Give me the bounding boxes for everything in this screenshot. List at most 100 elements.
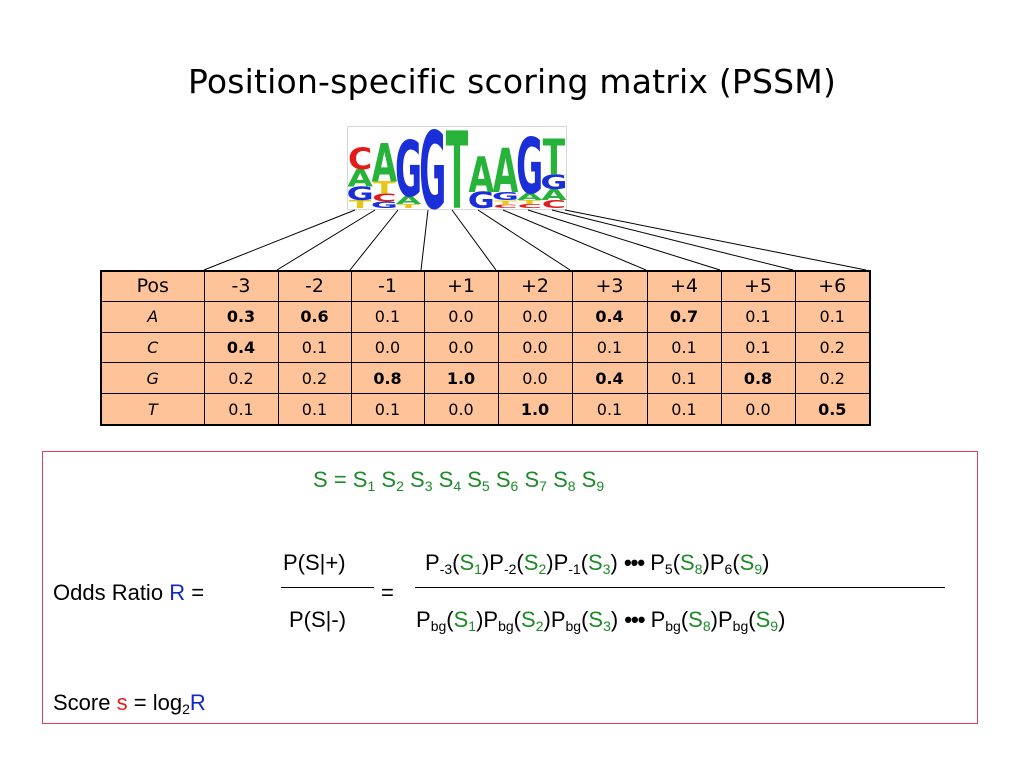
table-row: C 0.4 0.1 0.0 0.0 0.0 0.1 0.1 0.1 0.2 <box>100 331 871 364</box>
sequence-index: 3 <box>603 618 611 634</box>
probability-cell: 0.2 <box>277 362 352 395</box>
paren: ( <box>516 550 524 575</box>
connector-line <box>451 209 497 271</box>
position-index: 3 <box>424 478 433 494</box>
sequence-index: 8 <box>694 561 703 577</box>
position-symbol: S <box>553 467 568 492</box>
probability-cell: 0.0 <box>497 300 573 333</box>
sequence-symbol: S <box>680 550 695 575</box>
logo-letter: G <box>468 188 495 210</box>
equals-sign: = <box>381 580 394 605</box>
sequence-definition: S = S1 S2 S3 S4 S5 S6 S7 S8 S9 <box>313 467 604 493</box>
header-position: +2 <box>497 270 573 302</box>
probability-cell: 1.0 <box>497 393 573 426</box>
sequence-symbol: S <box>588 607 604 632</box>
sequence-position: S8 <box>553 467 576 494</box>
probability-cell: 0.1 <box>720 331 796 364</box>
paren: ) <box>610 607 619 632</box>
ellipsis-dots: ••• <box>624 607 645 632</box>
probability-symbol: P <box>489 550 504 575</box>
probability-cell: 0.4 <box>571 300 648 333</box>
table-row: T 0.1 0.1 0.1 0.0 1.0 0.1 0.1 0.0 0.5 <box>100 393 871 426</box>
logo-letter: T <box>349 198 372 210</box>
probability-cell: 0.1 <box>646 393 722 426</box>
header-position: +4 <box>646 270 722 302</box>
probability-cell: 0.2 <box>794 362 871 395</box>
ellipsis-dots: ••• <box>623 550 645 575</box>
probability-cell: 0.1 <box>571 331 648 364</box>
score-label: Score <box>53 690 111 715</box>
connector-line <box>527 209 721 271</box>
paren: ) <box>481 550 490 575</box>
probability-symbol: P <box>650 550 665 575</box>
logo-letter: A <box>372 134 398 195</box>
logo-letter: A <box>541 186 567 204</box>
sequence-symbol: S <box>521 607 536 632</box>
connector-line <box>477 209 571 271</box>
position-index: 2 <box>396 478 404 494</box>
paren: ( <box>513 607 521 632</box>
probability-symbol: P <box>550 607 566 632</box>
probability-symbol: P <box>717 607 733 632</box>
paren: ( <box>452 550 460 575</box>
connector-line <box>564 209 867 271</box>
score-definition: Score s = log2R <box>53 690 206 716</box>
row-nucleotide-label: C <box>100 331 205 364</box>
probability-symbol: P <box>483 607 499 632</box>
sequence-index: 8 <box>702 618 711 634</box>
position-symbol: S <box>352 467 368 492</box>
probability-cell: 0.2 <box>794 331 871 364</box>
logo-letter: G <box>516 126 543 210</box>
position-index: 8 <box>567 478 576 494</box>
odds-ratio-label: Odds Ratio R = <box>53 580 204 606</box>
sequence-position: S4 <box>438 467 461 493</box>
header-position: +1 <box>423 270 499 302</box>
probability-index: bg <box>430 618 447 634</box>
probability-cell: 0.1 <box>350 393 425 426</box>
header-pos: Pos <box>100 270 205 302</box>
sequence-symbol: S <box>459 550 475 575</box>
probability-cell: 0.8 <box>720 362 796 395</box>
logo-letter: C <box>518 203 542 209</box>
position-index: 1 <box>367 478 376 494</box>
table-row: A 0.3 0.6 0.1 0.0 0.0 0.4 0.7 0.1 0.1 <box>100 300 871 333</box>
logo-letter: A <box>396 194 421 207</box>
sequence-symbol: S <box>588 550 603 575</box>
position-symbol: S <box>438 467 454 492</box>
paren: ) <box>610 550 618 575</box>
logo-letter: G <box>395 126 422 210</box>
probability-cell: 0.1 <box>646 331 722 364</box>
sequence-index: 3 <box>602 561 611 577</box>
sequence-position: S7 <box>524 467 546 493</box>
log-base: 2 <box>182 701 190 717</box>
logo-letter: C <box>348 142 372 176</box>
sequence-symbol: S <box>739 550 755 575</box>
connector-line <box>349 209 399 271</box>
paren: ) <box>710 607 718 632</box>
logo-letter: T <box>397 203 419 209</box>
connector-line <box>551 209 794 271</box>
formula-box: S = S1 S2 S3 S4 S5 S6 S7 S8 S9 Odds Rati… <box>42 451 978 724</box>
probability-cell: 0.0 <box>423 393 499 426</box>
paren: ( <box>748 607 756 632</box>
paren: ) <box>778 607 786 632</box>
sequence-symbol: S <box>453 607 469 632</box>
sequence-position: S6 <box>496 467 518 493</box>
logo-letter: G <box>347 183 374 205</box>
probability-cell: 0.1 <box>794 300 871 333</box>
header-position: +6 <box>794 270 871 302</box>
logo-frame <box>347 126 567 210</box>
probability-cell: 0.0 <box>423 331 499 364</box>
paren: ) <box>546 550 554 575</box>
probability-index: bg <box>498 618 514 634</box>
logo-letter: T <box>494 199 518 207</box>
probability-index: bg <box>665 618 681 634</box>
paren: ( <box>581 607 589 632</box>
probability-cell: 0.4 <box>571 362 648 395</box>
logo-letter: T <box>446 126 469 210</box>
probability-cell: 0.0 <box>497 362 573 395</box>
sequence-index: 9 <box>770 618 779 634</box>
header-position: +3 <box>571 270 648 302</box>
row-nucleotide-label: A <box>100 300 205 333</box>
probability-cell: 0.1 <box>277 331 352 364</box>
